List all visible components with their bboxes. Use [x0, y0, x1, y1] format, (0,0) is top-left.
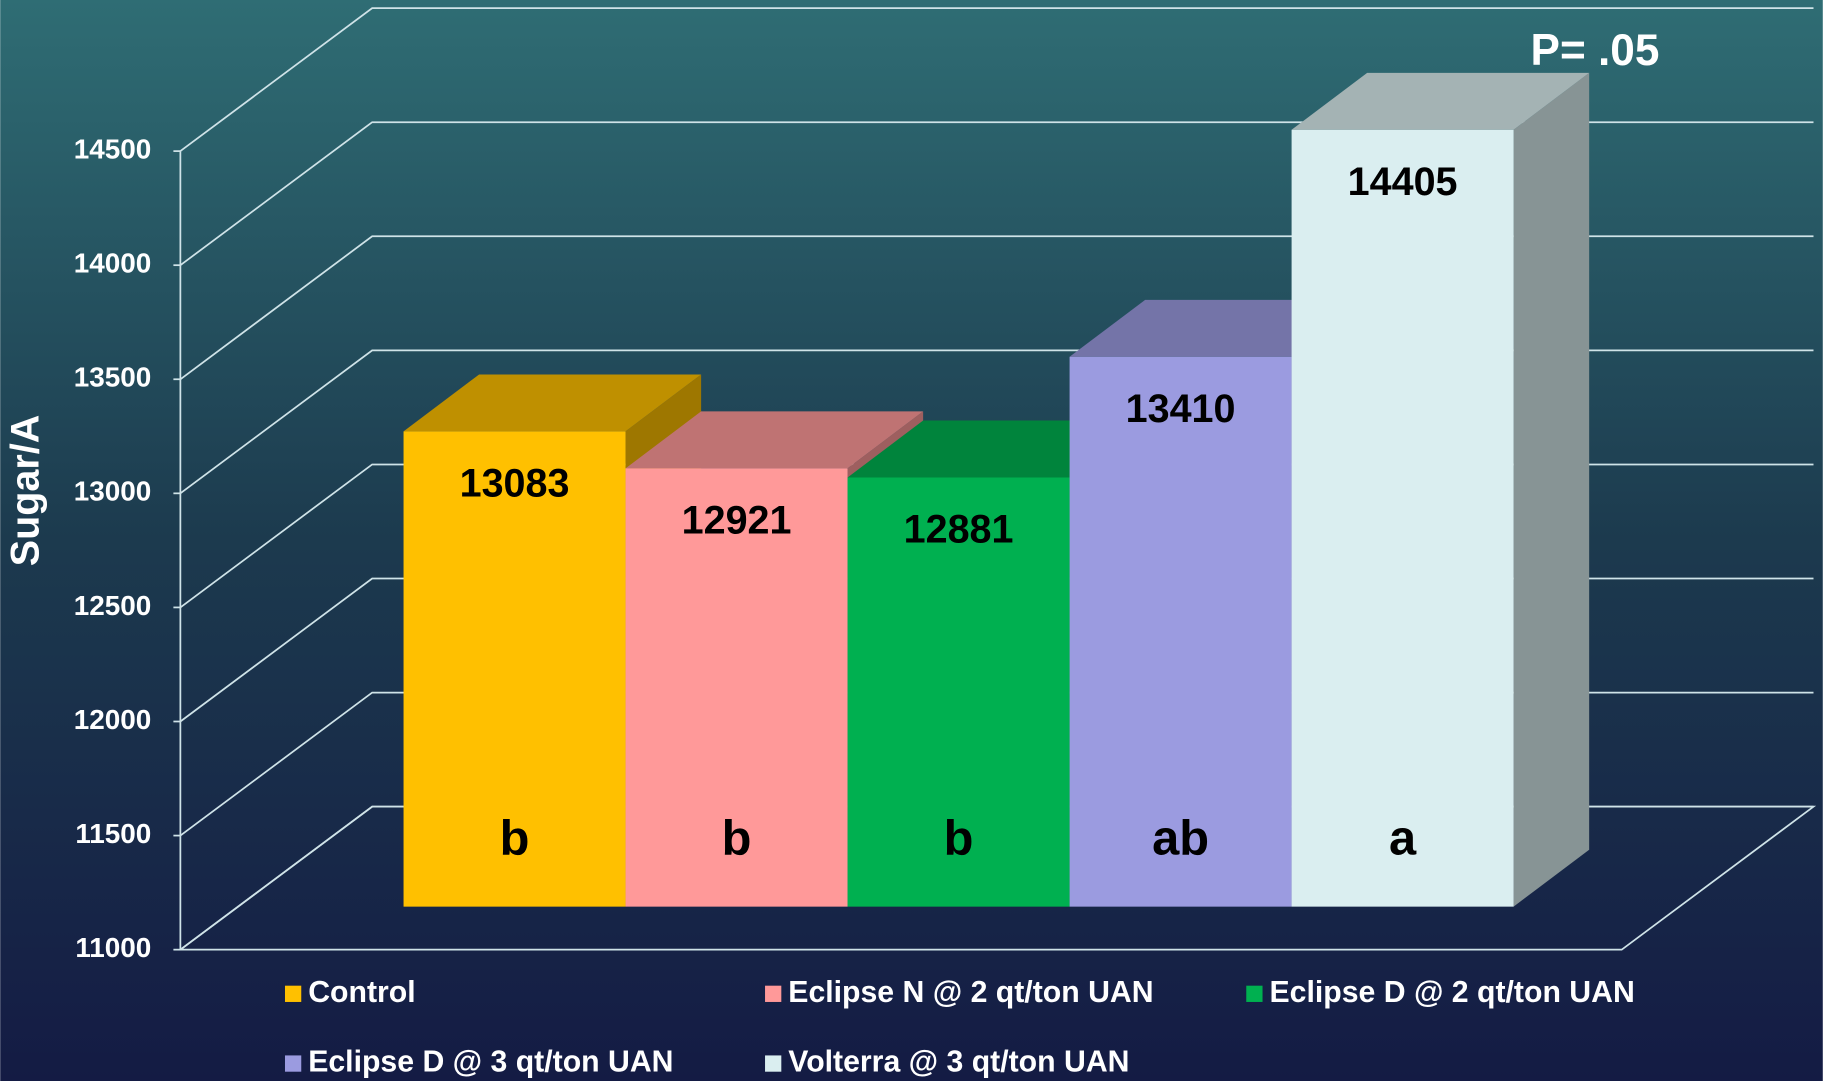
- bar: [847, 477, 1070, 907]
- y-tick-label: 12000: [74, 704, 152, 735]
- y-tick-label: 11000: [75, 932, 151, 963]
- value-label: 13410: [1126, 387, 1236, 431]
- value-label: 12921: [682, 498, 792, 542]
- grid-line: [179, 7, 1814, 152]
- y-tick-label: 14500: [74, 133, 152, 164]
- value-label: 12881: [904, 508, 1014, 552]
- legend-label: Eclipse D @ 3 qt/ton UAN: [308, 1046, 673, 1079]
- y-tick-label: 12500: [74, 590, 152, 621]
- legend-swatch: [284, 985, 302, 1002]
- y-tick-label: 14000: [74, 248, 152, 279]
- significance-label: a: [1389, 811, 1417, 865]
- bar-top: [1291, 72, 1590, 130]
- legend-swatch: [765, 985, 782, 1002]
- value-label: 13083: [460, 461, 570, 505]
- legend-label: Eclipse D @ 2 qt/ton UAN: [1270, 976, 1635, 1009]
- bar: [403, 431, 626, 907]
- y-axis-label: Sugar/A: [4, 415, 48, 567]
- bar-top: [403, 374, 702, 432]
- legend-label: Eclipse N @ 2 qt/ton UAN: [788, 976, 1153, 1009]
- bar: [625, 468, 848, 907]
- legend-swatch: [284, 1055, 302, 1072]
- significance-label: b: [722, 811, 752, 865]
- legend-label: Control: [308, 976, 415, 1009]
- annotation: P= .05: [1531, 26, 1660, 75]
- significance-label: ab: [1152, 811, 1209, 865]
- significance-label: b: [944, 811, 974, 865]
- y-tick-label: 13000: [74, 476, 152, 507]
- bar: [1291, 129, 1514, 907]
- significance-label: b: [500, 811, 530, 865]
- legend-swatch: [765, 1055, 782, 1072]
- bar-top: [625, 411, 924, 469]
- y-tick-label: 13500: [74, 362, 152, 393]
- legend-swatch: [1246, 985, 1263, 1002]
- y-tick-label: 11500: [75, 818, 151, 849]
- bar-side: [1513, 72, 1590, 907]
- value-label: 14405: [1348, 160, 1458, 204]
- legend-label: Volterra @ 3 qt/ton UAN: [788, 1046, 1129, 1079]
- bar: [1069, 356, 1292, 907]
